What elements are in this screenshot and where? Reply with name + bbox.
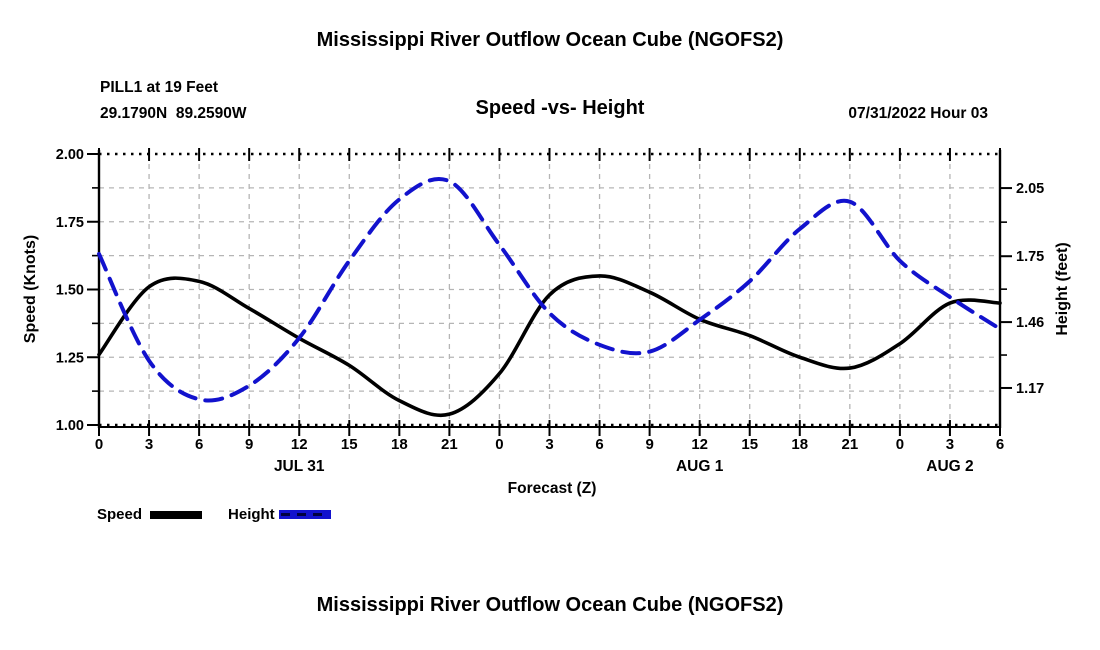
right-tick-labels: 2.05 1.75 1.46 1.17 [1016, 181, 1044, 397]
left-axis-ticks [87, 153, 99, 426]
forecast-datetime-stamp: 07/31/2022 Hour 03 [848, 105, 988, 122]
x-tick-label: 18 [391, 436, 408, 453]
chart-subtitle: Speed -vs- Height [475, 97, 645, 119]
right-tick-label: 2.05 [1016, 181, 1044, 197]
left-tick-label: 1.00 [56, 418, 84, 434]
x-tick-label: 21 [441, 436, 458, 453]
legend-height-label: Height [228, 506, 275, 523]
x-tick-label: 12 [691, 436, 708, 453]
x-tick-label: 12 [291, 436, 308, 453]
x-tick-label: 6 [996, 436, 1004, 453]
x-tick-label: 6 [195, 436, 203, 453]
x-tick-label: 3 [545, 436, 553, 453]
horizontal-gridlines [99, 187, 1000, 392]
legend-height-dash-pattern [280, 513, 329, 516]
x-tick-label: 18 [791, 436, 808, 453]
legend-speed-label: Speed [97, 506, 143, 523]
left-tick-label: 2.00 [56, 147, 84, 163]
x-tick-label: 3 [145, 436, 153, 453]
date-label: JUL 31 [274, 458, 325, 475]
date-label: AUG 1 [676, 458, 724, 475]
x-tick-label: 3 [946, 436, 954, 453]
x-tick-label: 21 [841, 436, 858, 453]
x-tick-label: 0 [495, 436, 503, 453]
height-curve [97, 177, 1002, 403]
right-tick-label: 1.46 [1016, 315, 1044, 331]
left-tick-label: 1.75 [56, 215, 84, 231]
x-tick-labels: 0 3 6 9 12 15 18 21 0 3 6 9 12 15 18 21 0 3 6 [95, 436, 1004, 453]
station-name: PILL1 at 19 Feet [100, 79, 219, 96]
left-tick-labels: 2.00 1.75 1.50 1.25 1.00 [56, 147, 84, 434]
x-tick-label: 0 [896, 436, 904, 453]
x-tick-label: 9 [645, 436, 653, 453]
date-labels: JUL 31 AUG 1 AUG 2 [274, 458, 974, 475]
speed-curve [97, 274, 1002, 418]
legend-speed-line-swatch [150, 510, 203, 519]
station-coordinates: 29.1790N 89.2590W [100, 105, 247, 122]
x-tick-label: 15 [341, 436, 358, 453]
date-label: AUG 2 [926, 458, 973, 475]
x-axis-ticks [98, 148, 1001, 436]
x-tick-label: 9 [245, 436, 253, 453]
right-tick-label: 1.17 [1016, 381, 1044, 397]
chart-legend: Speed Height [97, 506, 331, 523]
x-tick-label: 0 [95, 436, 103, 453]
footer-title: Mississippi River Outflow Ocean Cube (NG… [316, 594, 784, 616]
x-tick-label: 15 [741, 436, 758, 453]
x-tick-label: 6 [595, 436, 603, 453]
left-tick-label: 1.25 [56, 350, 84, 366]
right-axis-ticks [1000, 187, 1012, 389]
x-axis-label: Forecast (Z) [507, 480, 597, 497]
left-tick-label: 1.50 [56, 283, 84, 299]
legend-height-line-swatch [278, 510, 331, 519]
page-title: Mississippi River Outflow Ocean Cube (NG… [316, 29, 784, 51]
right-tick-label: 1.75 [1016, 249, 1044, 265]
